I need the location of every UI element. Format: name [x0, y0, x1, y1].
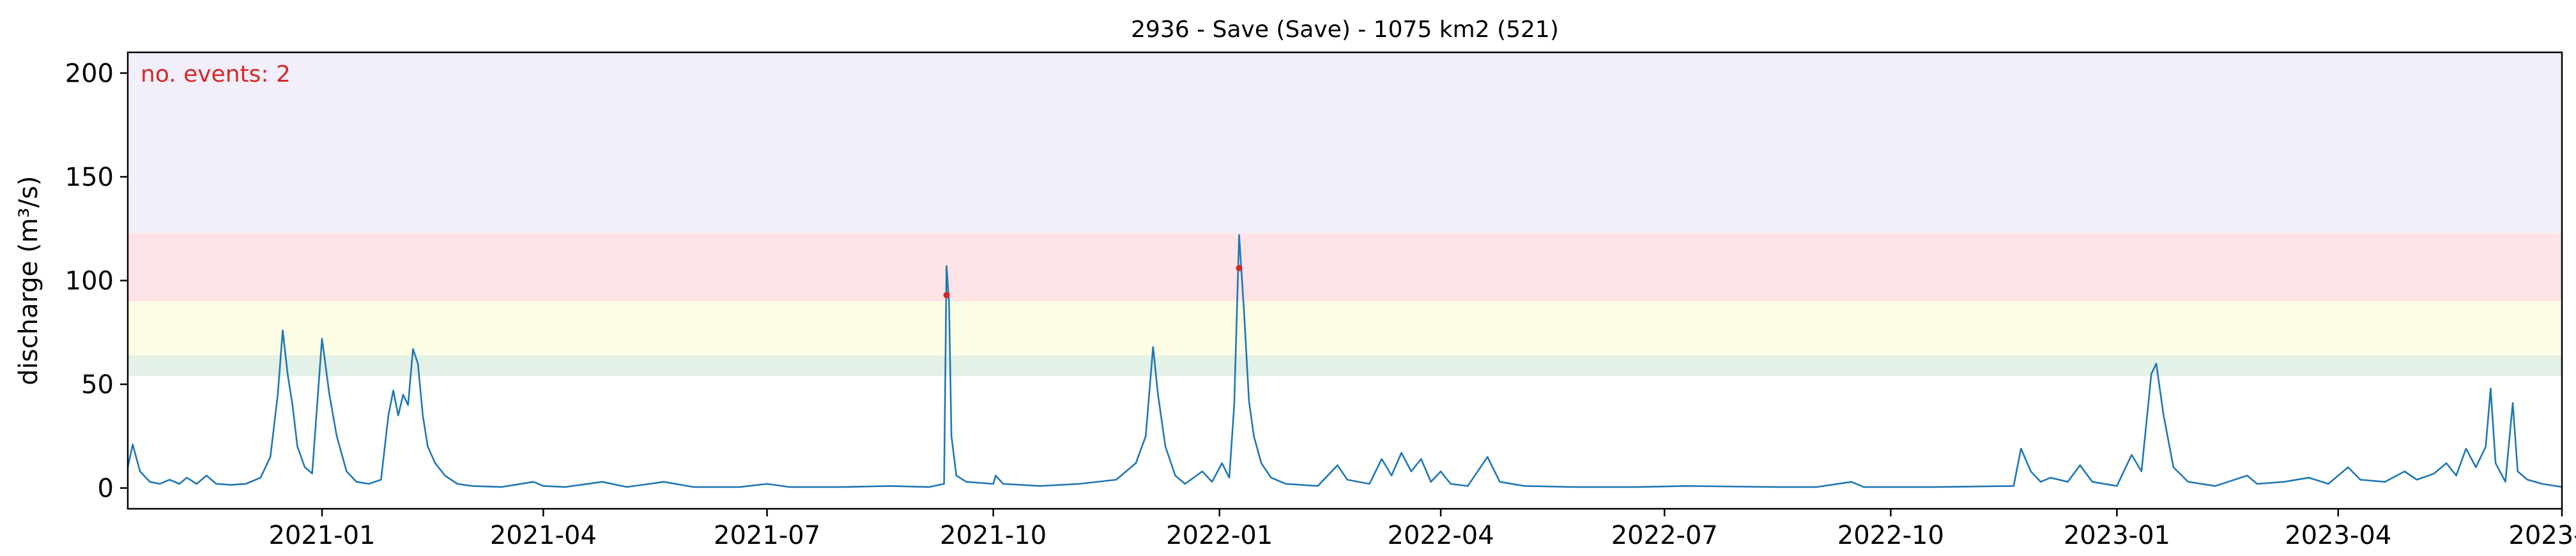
x-tick-label-6: 2022-07	[1611, 521, 1718, 550]
series-line-0	[126, 234, 2563, 488]
x-tick-label-7: 2022-10	[1837, 521, 1944, 550]
x-tick-label-4: 2022-01	[1166, 521, 1273, 550]
x-tick-label-3: 2021-10	[940, 521, 1046, 550]
x-tick-label-1: 2021-04	[490, 521, 597, 550]
x-tick-label-5: 2022-04	[1388, 521, 1494, 550]
threshold-band-3	[128, 52, 2562, 233]
x-tick-label-2: 2021-07	[714, 521, 820, 550]
x-tick-label-8: 2023-01	[2064, 521, 2170, 550]
discharge-series	[126, 234, 2563, 488]
threshold-band-1	[128, 301, 2562, 356]
y-tick-label-3: 150	[65, 163, 114, 192]
chart-title: 2936 - Save (Save) - 1075 km2 (521)	[1131, 17, 1559, 43]
x-tick-label-10: 2023-07	[2508, 521, 2576, 550]
y-axis: 0 50 100 150 200	[65, 59, 128, 504]
y-tick-label-1: 50	[81, 370, 114, 400]
event-marker-0	[943, 292, 950, 299]
threshold-band-2	[128, 232, 2562, 301]
y-axis-label: discharge (m³/s)	[14, 176, 43, 385]
event-count-annotation: no. events: 2	[141, 61, 291, 87]
event-marker-1	[1236, 265, 1243, 271]
y-tick-label-0: 0	[98, 474, 114, 504]
x-tick-label-0: 2021-01	[268, 521, 375, 550]
y-tick-label-2: 100	[65, 267, 114, 296]
x-tick-label-9: 2023-04	[2285, 521, 2391, 550]
y-tick-label-4: 200	[65, 59, 114, 89]
x-axis: 2021-01 2021-04 2021-07 2021-10 2022-01 2022-…	[268, 509, 2576, 550]
threshold-band-0	[128, 355, 2562, 376]
event-markers	[943, 265, 1243, 299]
threshold-bands	[128, 52, 2562, 376]
